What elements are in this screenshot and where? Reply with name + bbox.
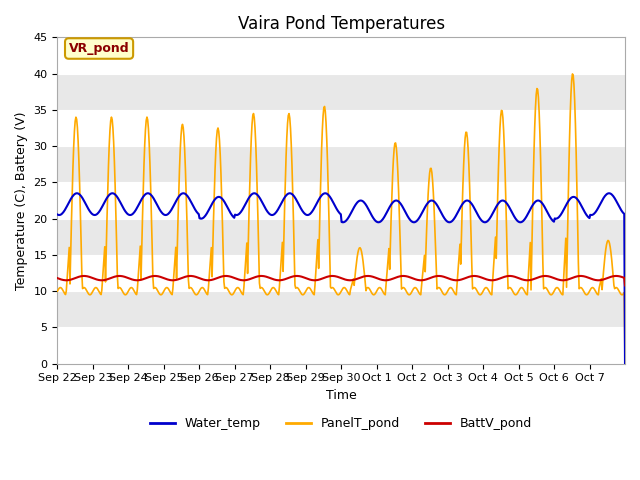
Legend: Water_temp, PanelT_pond, BattV_pond: Water_temp, PanelT_pond, BattV_pond — [145, 412, 538, 435]
Bar — [58, 73, 625, 110]
Bar — [58, 182, 625, 219]
Bar — [58, 255, 625, 291]
Title: Vaira Pond Temperatures: Vaira Pond Temperatures — [237, 15, 445, 33]
Bar — [58, 110, 625, 146]
Y-axis label: Temperature (C), Battery (V): Temperature (C), Battery (V) — [15, 111, 28, 290]
Bar — [58, 291, 625, 327]
Text: VR_pond: VR_pond — [68, 42, 129, 55]
X-axis label: Time: Time — [326, 389, 356, 402]
Bar — [58, 37, 625, 73]
Bar — [58, 219, 625, 255]
Bar — [58, 146, 625, 182]
Bar — [58, 327, 625, 364]
